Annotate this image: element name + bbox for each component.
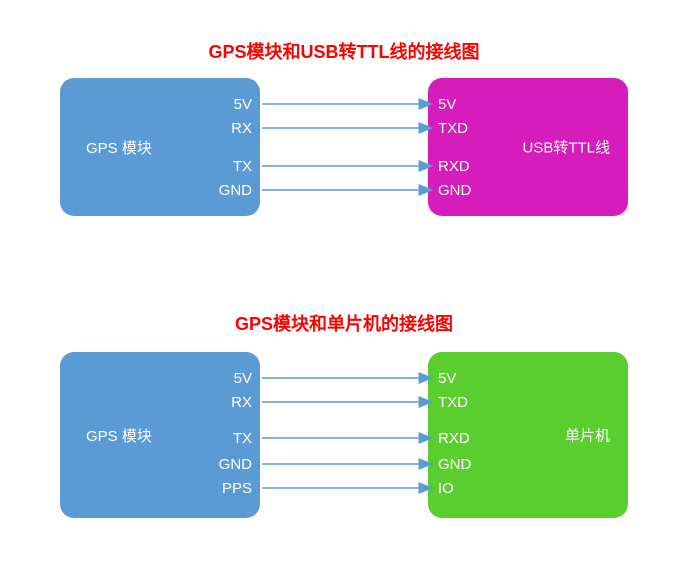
pin-label: 5V [438, 96, 456, 113]
pin-label: RXD [438, 430, 470, 447]
pin-label: TXD [438, 394, 468, 411]
pin-label: TX [233, 158, 252, 175]
diagram1-title: GPS模块和USB转TTL线的接线图 [0, 38, 688, 64]
pin-label: GND [219, 456, 252, 473]
pin-label: GND [438, 182, 471, 199]
gps-module-label-1: GPS 模块 [60, 137, 152, 158]
pin-label: 5V [234, 96, 252, 113]
pin-label: TXD [438, 120, 468, 137]
usb-ttl-label: USB转TTL线 [522, 137, 610, 158]
pin-label: IO [438, 480, 454, 497]
pin-label: GND [438, 456, 471, 473]
pin-label: TX [233, 430, 252, 447]
mcu-label: 单片机 [565, 425, 610, 446]
diagram2-title: GPS模块和单片机的接线图 [0, 310, 688, 336]
pin-label: RX [231, 394, 252, 411]
gps-module-label-2: GPS 模块 [60, 425, 152, 446]
pin-label: PPS [222, 480, 252, 497]
pin-label: 5V [438, 370, 456, 387]
pin-label: RX [231, 120, 252, 137]
pin-label: RXD [438, 158, 470, 175]
pin-label: GND [219, 182, 252, 199]
pin-label: 5V [234, 370, 252, 387]
